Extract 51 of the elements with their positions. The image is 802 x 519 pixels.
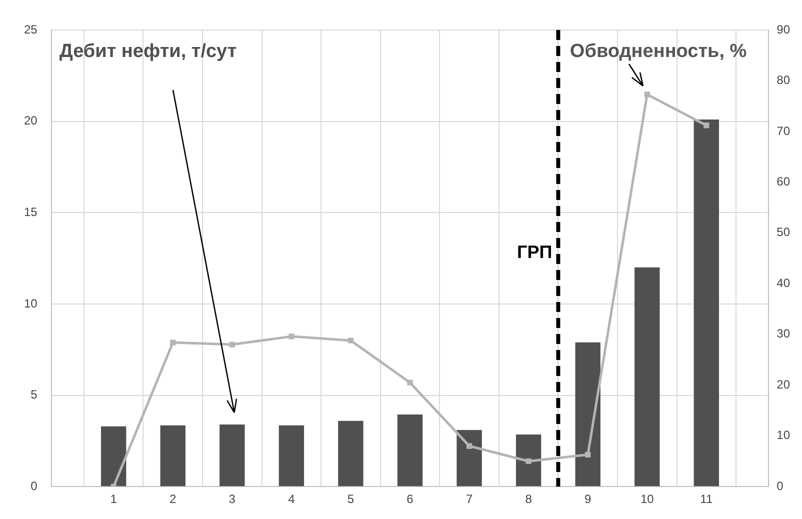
bar: [634, 267, 660, 486]
point: [585, 452, 591, 458]
y2-tick-label: 20: [776, 377, 790, 392]
point: [644, 92, 650, 98]
bar: [397, 414, 423, 486]
y2-tick-label: 10: [776, 428, 790, 442]
point: [466, 443, 472, 449]
y2-tick-label: 70: [776, 124, 790, 138]
x-tick-label: 8: [525, 492, 532, 506]
y-tick-label: 0: [30, 478, 38, 493]
bar: [160, 425, 186, 486]
x-tick-label: 11: [700, 492, 713, 506]
bar: [456, 430, 482, 486]
point: [526, 458, 532, 464]
x-tick-label: 4: [288, 492, 296, 506]
y2-tick-label: 90: [776, 22, 790, 36]
x-tick-label: 1: [110, 492, 118, 506]
x-tick-label: 7: [466, 492, 473, 506]
y2-tick-label: 0: [776, 478, 784, 493]
bar: [100, 426, 126, 486]
ref-line-label: ГРП: [517, 242, 552, 262]
bar: [278, 425, 304, 486]
y-tick-label: 20: [24, 114, 38, 128]
y2-tick-label: 80: [776, 73, 790, 88]
text: Обводненность, %: [570, 41, 747, 62]
x-tick-label: 9: [584, 492, 592, 506]
x-tick-label: 6: [406, 492, 414, 506]
bar: [694, 119, 720, 486]
y-tick-label: 25: [24, 22, 38, 36]
x-tick-label: 10: [640, 492, 654, 506]
point: [704, 122, 710, 128]
point: [348, 338, 354, 344]
y2-tick-label: 60: [776, 174, 790, 189]
x-tick-label: 3: [228, 492, 236, 506]
point: [229, 342, 235, 348]
y-tick-label: 10: [24, 296, 38, 310]
y2-tick-label: 30: [776, 326, 790, 341]
text: Дебит нефти, т/сут: [59, 41, 237, 62]
y-tick-label: 5: [30, 388, 38, 402]
y-tick-label: 15: [24, 204, 38, 219]
point: [288, 334, 294, 340]
bar: [338, 420, 364, 486]
bar: [220, 424, 245, 486]
x-tick-label: 5: [347, 492, 354, 506]
bar: [516, 434, 542, 486]
x-tick-label: 2: [170, 492, 177, 506]
point: [407, 380, 413, 386]
bar: [575, 342, 600, 486]
y2-tick-label: 40: [776, 276, 790, 290]
y2-tick-label: 50: [776, 225, 790, 240]
point: [170, 340, 176, 346]
